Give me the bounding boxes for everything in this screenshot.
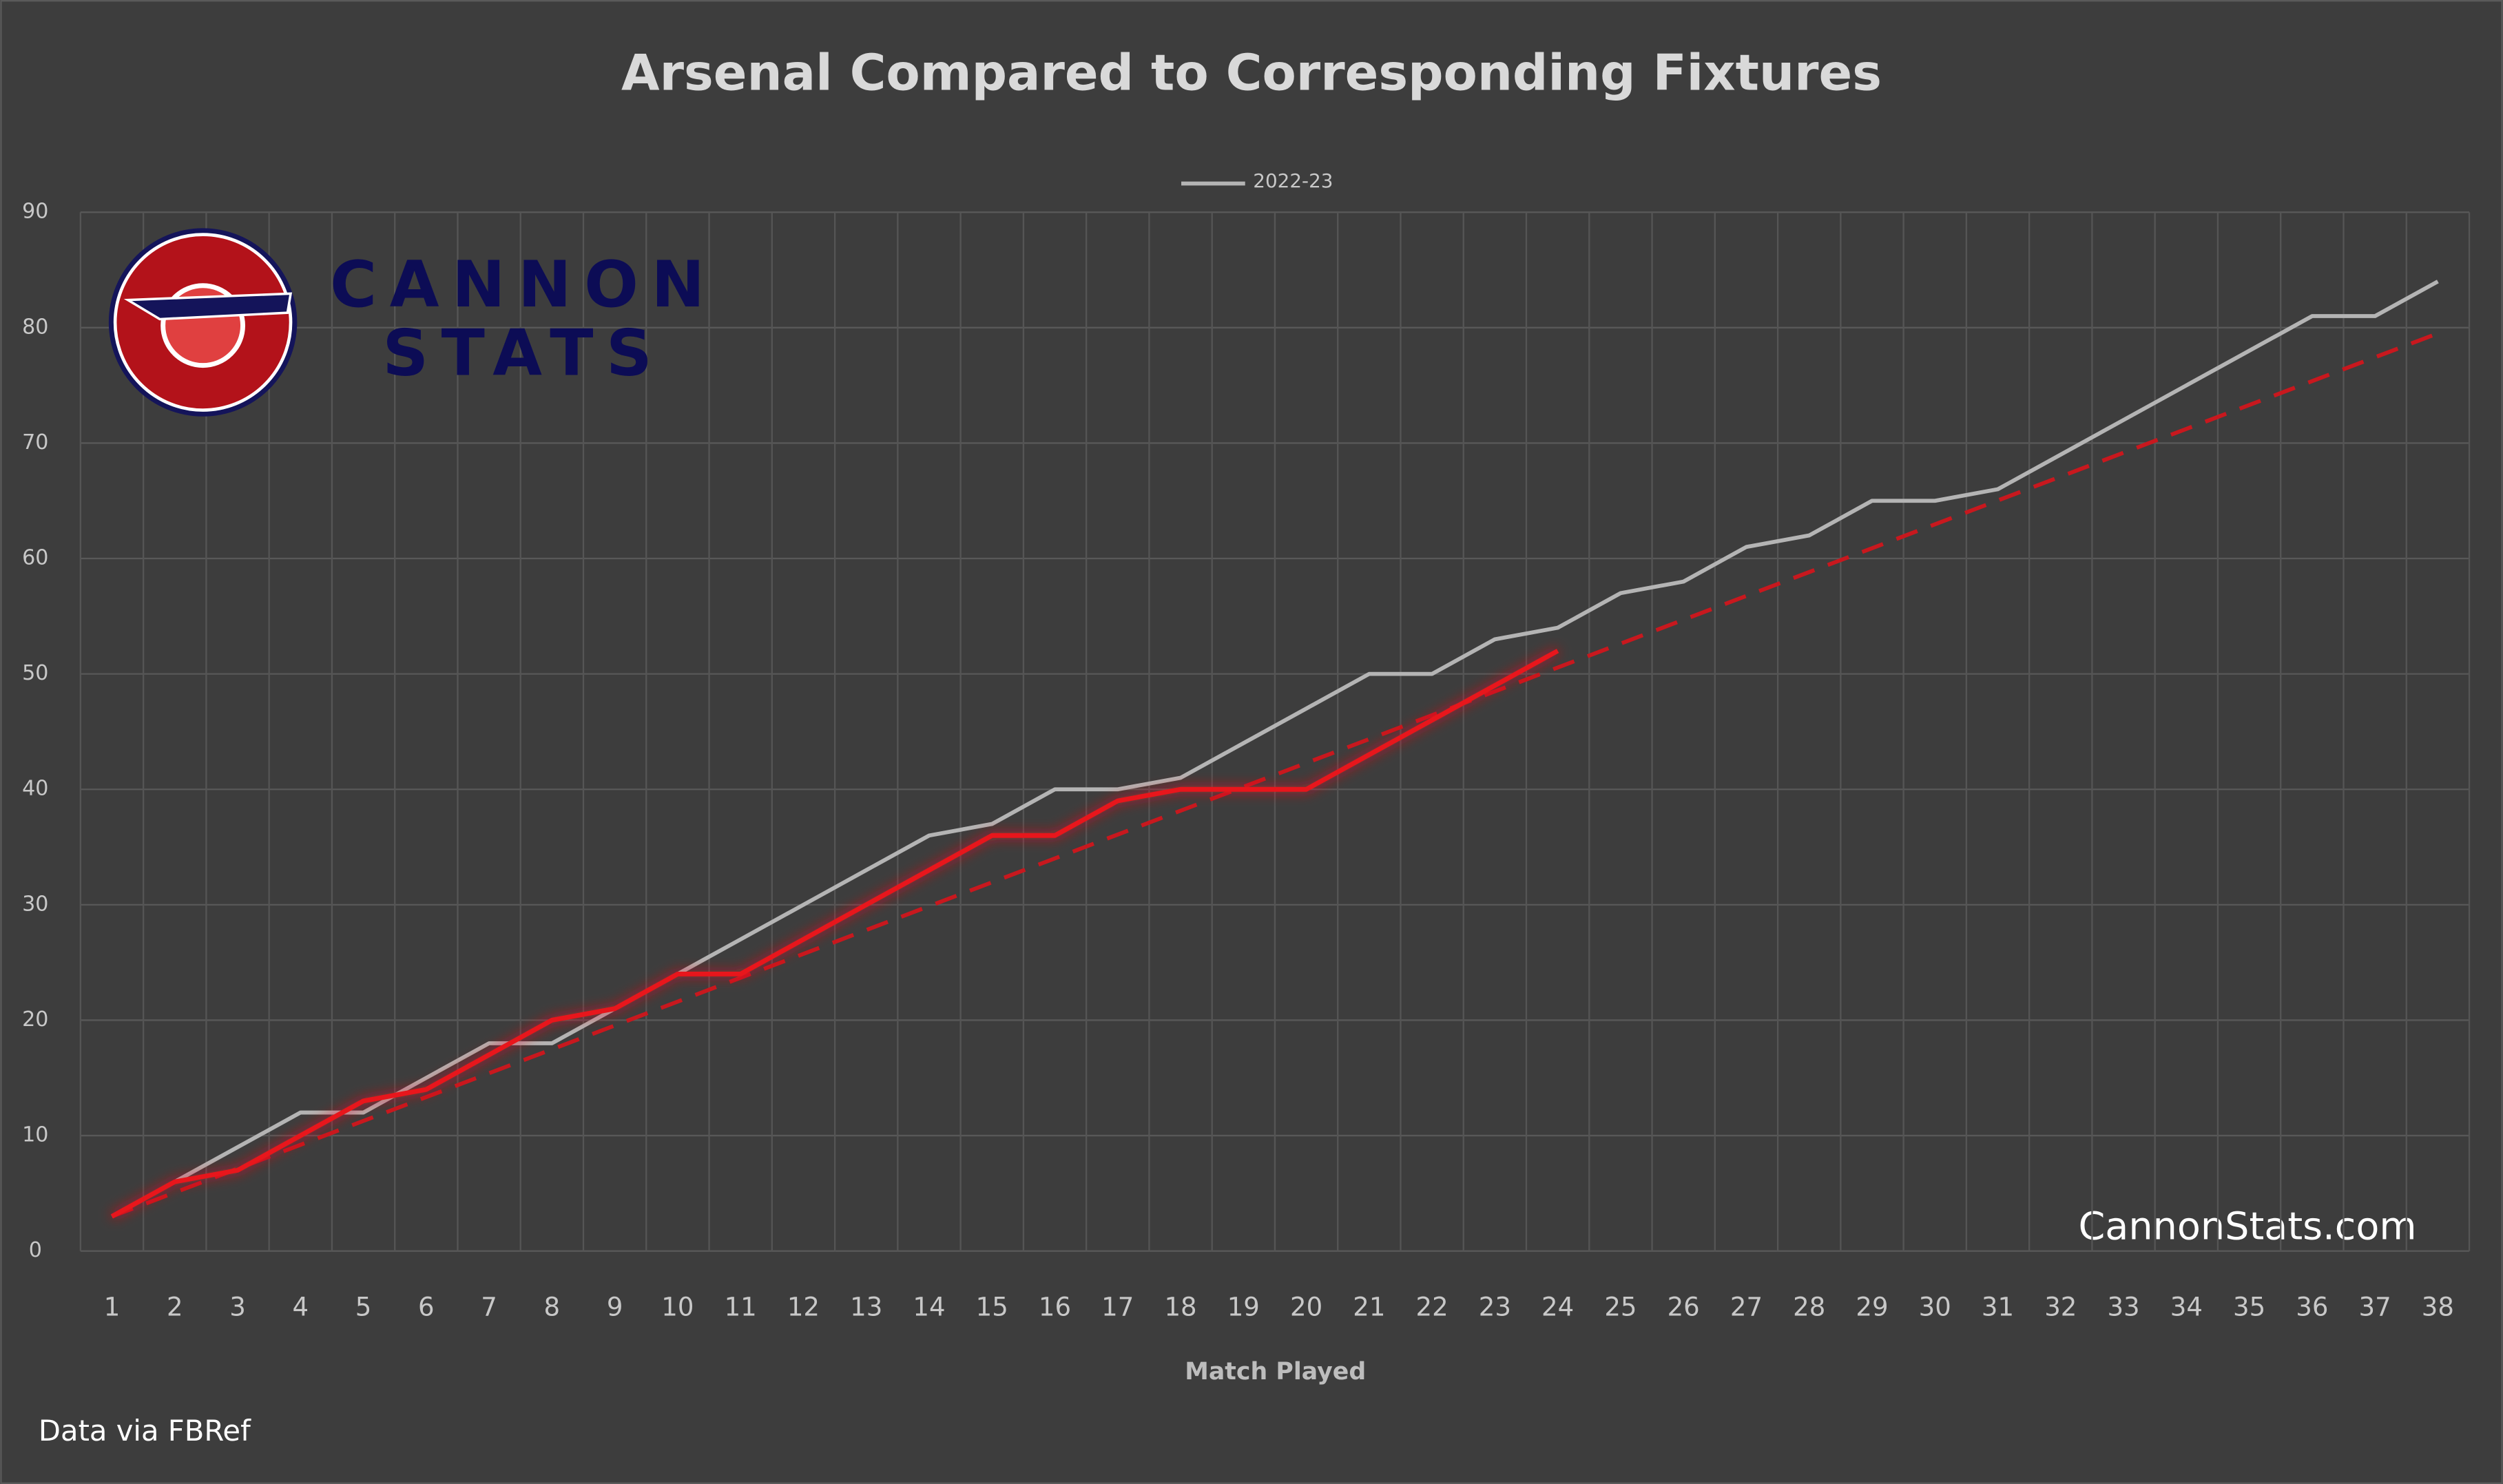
legend-label: 2022-23 [1253,169,1333,192]
y-tick-label: 40 [22,777,48,801]
x-tick-label: 33 [2107,1293,2139,1322]
x-tick-label: 2 [167,1293,183,1322]
y-tick-label: 10 [22,1123,48,1147]
x-tick-label: 27 [1730,1293,1763,1322]
x-tick-label: 28 [1793,1293,1825,1322]
x-tick-label: 35 [2233,1293,2265,1322]
y-tick-label: 50 [22,661,48,685]
x-tick-label: 16 [1039,1293,1071,1322]
logo-cannon [123,292,293,321]
series-line [111,280,2439,1218]
series-line [110,649,1559,1219]
x-tick-label: 24 [1541,1293,1574,1322]
x-tick-label: 30 [1919,1293,1951,1322]
x-tick-label: 23 [1479,1293,1511,1322]
x-tick-label: 13 [850,1293,882,1322]
x-tick-label: 20 [1290,1293,1322,1322]
x-tick-label: 3 [229,1293,246,1322]
x-tick-label: 7 [481,1293,497,1322]
x-tick-label: 4 [293,1293,309,1322]
watermark: CannonStats.com [2078,1204,2416,1248]
x-tick-label: 12 [787,1293,820,1322]
x-tick-label: 25 [1604,1293,1637,1322]
logo-text: CANNON [330,247,717,322]
x-tick-label: 14 [913,1293,945,1322]
y-tick-label: 30 [22,892,48,916]
x-tick-label: 11 [725,1293,757,1322]
x-tick-label: 38 [2422,1293,2454,1322]
x-tick-label: 8 [544,1293,561,1322]
x-tick-label: 15 [976,1293,1008,1322]
x-tick-label: 29 [1856,1293,1888,1322]
logo [108,228,298,417]
x-tick-label: 26 [1668,1293,1700,1322]
x-tick-label: 37 [2359,1293,2391,1322]
x-tick-label: 6 [418,1293,435,1322]
y-tick-label: 90 [22,200,48,224]
y-tick-label: 60 [22,546,48,570]
x-tick-label: 34 [2170,1293,2203,1322]
x-tick-label: 9 [607,1293,623,1322]
x-tick-label: 36 [2296,1293,2328,1322]
source-note: Data via FBRef [39,1414,251,1448]
y-tick-label: 70 [22,430,48,454]
x-tick-label: 22 [1416,1293,1448,1322]
y-tick-label: 0 [29,1238,42,1262]
y-tick-label: 80 [22,315,48,339]
x-tick-label: 5 [355,1293,372,1322]
chart-title: Arsenal Compared to Corresponding Fixtur… [621,44,1882,102]
x-tick-label: 19 [1227,1293,1260,1322]
x-tick-label: 17 [1101,1293,1134,1322]
x-tick-label: 21 [1353,1293,1385,1322]
trendline [111,331,2439,1219]
x-tick-label: 31 [1982,1293,2014,1322]
x-tick-label: 10 [661,1293,694,1322]
x-tick-label: 18 [1164,1293,1196,1322]
logo-text: STATS [382,315,665,390]
x-tick-label: 1 [104,1293,121,1322]
x-axis-label: Match Played [1185,1358,1366,1386]
y-tick-label: 20 [22,1007,48,1032]
x-tick-label: 32 [2044,1293,2077,1322]
